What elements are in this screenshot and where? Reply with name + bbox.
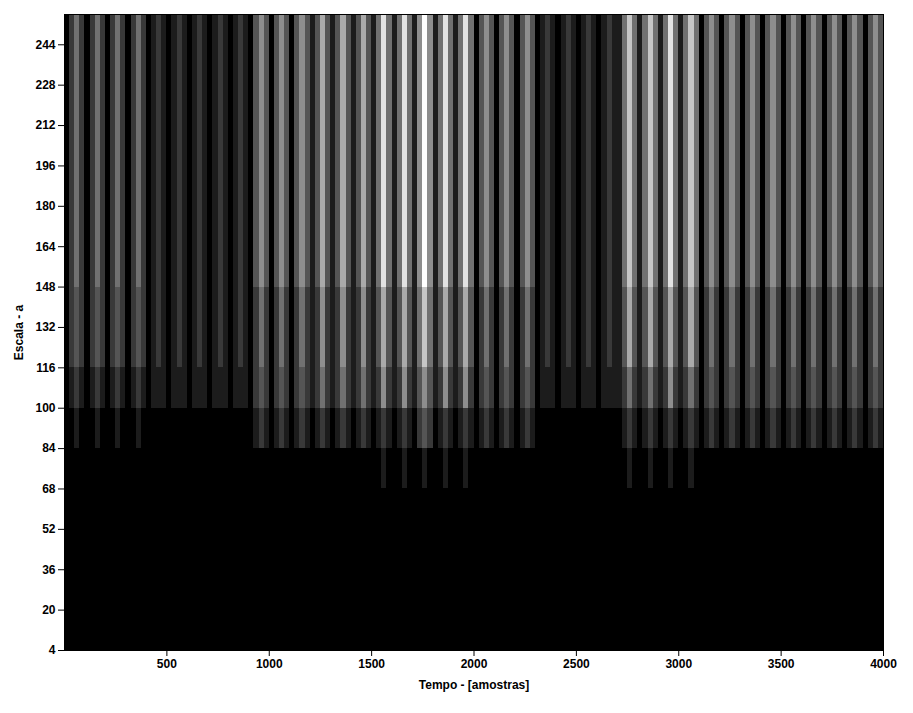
svg-text:2000: 2000	[461, 657, 488, 671]
svg-text:Escala - a: Escala - a	[12, 304, 26, 360]
svg-text:3000: 3000	[665, 657, 692, 671]
svg-text:4: 4	[49, 643, 56, 657]
svg-text:196: 196	[35, 159, 55, 173]
svg-text:132: 132	[35, 320, 55, 334]
svg-text:20: 20	[42, 603, 56, 617]
svg-text:36: 36	[42, 563, 56, 577]
svg-text:100: 100	[35, 401, 55, 415]
svg-text:1500: 1500	[358, 657, 385, 671]
svg-text:3500: 3500	[768, 657, 795, 671]
svg-text:164: 164	[35, 240, 55, 254]
svg-text:84: 84	[42, 441, 56, 455]
svg-text:500: 500	[157, 657, 177, 671]
svg-text:228: 228	[35, 78, 55, 92]
svg-text:116: 116	[36, 361, 56, 375]
svg-text:68: 68	[42, 482, 56, 496]
svg-text:4000: 4000	[870, 657, 897, 671]
svg-text:212: 212	[35, 118, 55, 132]
svg-text:180: 180	[35, 199, 55, 213]
svg-text:52: 52	[42, 522, 56, 536]
svg-text:148: 148	[35, 280, 55, 294]
svg-text:Tempo - [amostras]: Tempo - [amostras]	[419, 678, 529, 692]
svg-text:2500: 2500	[563, 657, 590, 671]
svg-text:1000: 1000	[256, 657, 283, 671]
svg-text:244: 244	[35, 38, 55, 52]
